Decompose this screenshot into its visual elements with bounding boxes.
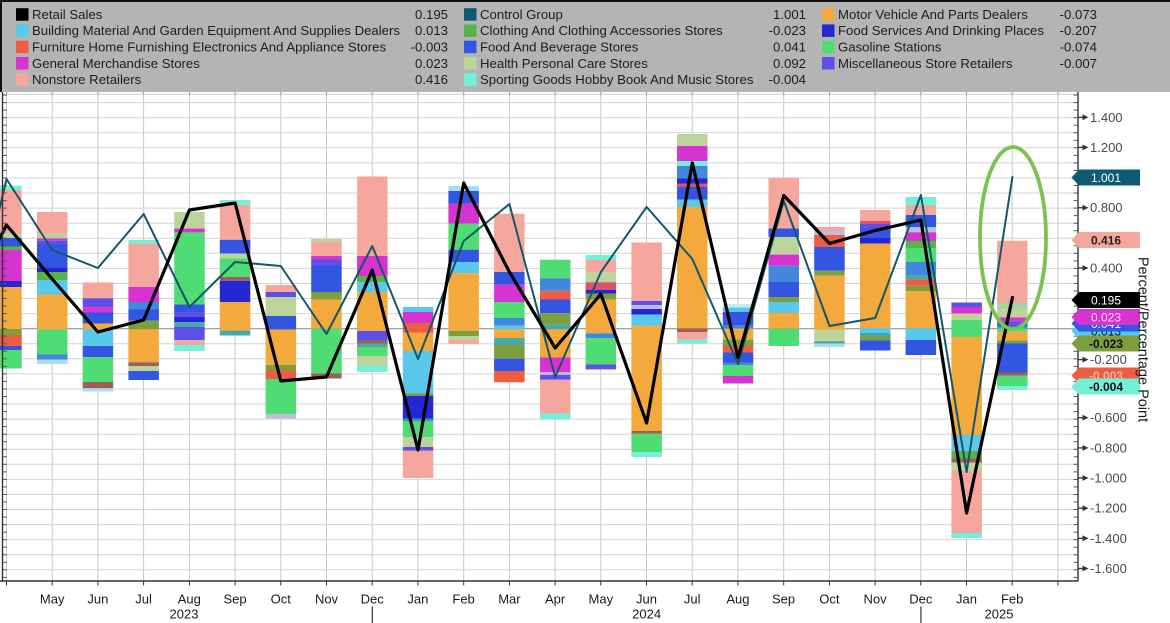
- svg-text:Control Group: Control Group: [480, 7, 563, 22]
- svg-text:Apr: Apr: [545, 592, 566, 607]
- svg-text:Retail Sales: Retail Sales: [32, 7, 103, 22]
- svg-text:Building Material And Garden E: Building Material And Garden Equipment A…: [32, 23, 400, 38]
- svg-text:-0.023: -0.023: [769, 23, 806, 38]
- svg-text:Sep: Sep: [772, 592, 795, 607]
- svg-text:Jul: Jul: [135, 592, 152, 607]
- svg-text:Motor Vehicle And Parts Dealer: Motor Vehicle And Parts Dealers: [838, 7, 1028, 22]
- svg-text:0.013: 0.013: [415, 23, 448, 38]
- svg-text:-0.003: -0.003: [411, 40, 448, 55]
- svg-text:-0.023: -0.023: [1089, 337, 1123, 351]
- svg-text:Clothing And Clothing Accessor: Clothing And Clothing Accessories Stores: [480, 23, 723, 38]
- svg-text:0.400: 0.400: [1090, 261, 1123, 276]
- svg-text:Food And Beverage Stores: Food And Beverage Stores: [480, 40, 639, 55]
- svg-text:Mar: Mar: [498, 592, 521, 607]
- svg-text:Percent/Percentage Point: Percent/Percentage Point: [1135, 257, 1151, 422]
- svg-text:Feb: Feb: [1001, 592, 1023, 607]
- svg-text:-0.004: -0.004: [769, 72, 806, 87]
- svg-text:Gasoline Stations: Gasoline Stations: [838, 40, 942, 55]
- svg-text:2025: 2025: [985, 607, 1014, 622]
- svg-text:-0.074: -0.074: [1060, 40, 1097, 55]
- svg-text:May: May: [589, 592, 614, 607]
- svg-text:2023: 2023: [170, 607, 199, 622]
- svg-text:Feb: Feb: [452, 592, 474, 607]
- svg-text:-0.007: -0.007: [1060, 56, 1097, 71]
- svg-text:-0.600: -0.600: [1090, 410, 1127, 425]
- svg-text:Oct: Oct: [271, 592, 292, 607]
- svg-text:Health Personal Care Stores: Health Personal Care Stores: [480, 56, 648, 71]
- svg-text:Nov: Nov: [315, 592, 339, 607]
- svg-text:Dec: Dec: [361, 592, 385, 607]
- svg-text:-0.200: -0.200: [1090, 352, 1127, 367]
- svg-text:Jan: Jan: [956, 592, 977, 607]
- svg-text:0.416: 0.416: [1091, 233, 1121, 247]
- svg-text:0.800: 0.800: [1090, 200, 1123, 215]
- svg-text:1.400: 1.400: [1090, 110, 1123, 125]
- svg-text:0.416: 0.416: [415, 72, 448, 87]
- svg-text:0.023: 0.023: [415, 56, 448, 71]
- svg-text:Oct: Oct: [819, 592, 840, 607]
- svg-text:-0.004: -0.004: [1089, 380, 1123, 394]
- svg-text:1.200: 1.200: [1090, 140, 1123, 155]
- svg-text:Miscellaneous Store Retailers: Miscellaneous Store Retailers: [838, 56, 1013, 71]
- svg-text:General Merchandise Stores: General Merchandise Stores: [32, 56, 200, 71]
- svg-text:-1.400: -1.400: [1090, 531, 1127, 546]
- svg-text:0.041: 0.041: [773, 40, 806, 55]
- svg-text:-0.207: -0.207: [1060, 23, 1097, 38]
- svg-text:-1.200: -1.200: [1090, 501, 1127, 516]
- svg-text:Nov: Nov: [864, 592, 888, 607]
- svg-text:0.023: 0.023: [1091, 310, 1121, 324]
- svg-text:Sep: Sep: [224, 592, 247, 607]
- svg-text:Aug: Aug: [726, 592, 749, 607]
- svg-text:1.001: 1.001: [1091, 171, 1121, 185]
- svg-text:-0.800: -0.800: [1090, 440, 1127, 455]
- svg-text:Dec: Dec: [909, 592, 933, 607]
- svg-text:Aug: Aug: [178, 592, 201, 607]
- svg-text:-0.073: -0.073: [1060, 7, 1097, 22]
- svg-text:Furniture Home Furnishing Elec: Furniture Home Furnishing Electronics An…: [32, 40, 386, 55]
- svg-text:-1.000: -1.000: [1090, 471, 1127, 486]
- svg-text:Nonstore Retailers: Nonstore Retailers: [32, 72, 142, 87]
- svg-text:Jan: Jan: [407, 592, 428, 607]
- svg-text:Jun: Jun: [87, 592, 108, 607]
- svg-text:Sporting Goods Hobby Book And: Sporting Goods Hobby Book And Music Stor…: [480, 72, 754, 87]
- svg-text:Food Services And Drinking Pla: Food Services And Drinking Places: [838, 23, 1044, 38]
- svg-text:Jul: Jul: [684, 592, 701, 607]
- svg-text:0.195: 0.195: [415, 7, 448, 22]
- svg-text:0.195: 0.195: [1091, 293, 1121, 307]
- svg-text:2024: 2024: [632, 607, 661, 622]
- svg-text:Jun: Jun: [636, 592, 657, 607]
- svg-text:1.001: 1.001: [773, 7, 806, 22]
- svg-text:May: May: [40, 592, 65, 607]
- svg-text:0.092: 0.092: [773, 56, 806, 71]
- svg-text:-1.600: -1.600: [1090, 561, 1127, 576]
